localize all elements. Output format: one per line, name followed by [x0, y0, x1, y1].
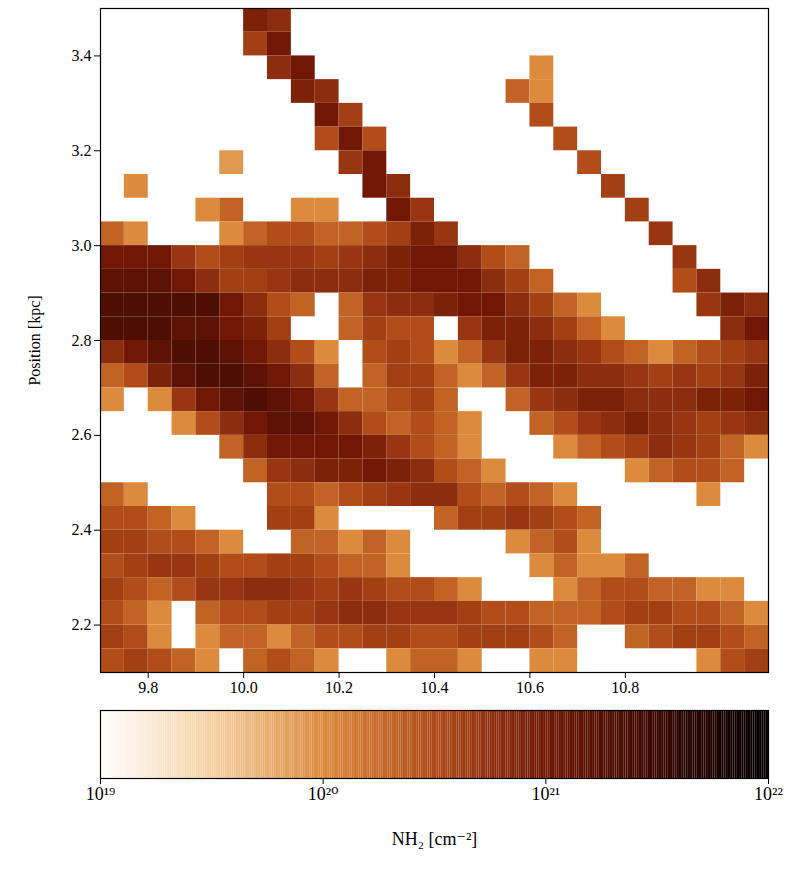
svg-text:3.0: 3.0 — [72, 237, 92, 254]
svg-text:10.0: 10.0 — [230, 679, 258, 696]
svg-text:10²⁰: 10²⁰ — [308, 784, 339, 804]
svg-text:NH₂ [cm⁻²]: NH₂ [cm⁻²] — [392, 829, 478, 849]
svg-text:3.4: 3.4 — [72, 47, 92, 64]
svg-text:10¹⁹: 10¹⁹ — [86, 784, 116, 804]
svg-text:10.8: 10.8 — [611, 679, 639, 696]
svg-text:10.4: 10.4 — [421, 679, 449, 696]
svg-text:10²²: 10²² — [754, 784, 783, 804]
svg-text:Position [kpc]: Position [kpc] — [26, 295, 44, 385]
svg-text:10.6: 10.6 — [516, 679, 544, 696]
svg-text:9.8: 9.8 — [138, 679, 158, 696]
svg-text:10.2: 10.2 — [325, 679, 353, 696]
svg-text:10²¹: 10²¹ — [531, 784, 560, 804]
svg-text:2.2: 2.2 — [72, 616, 92, 633]
svg-text:3.2: 3.2 — [72, 142, 92, 159]
svg-text:2.6: 2.6 — [72, 426, 92, 443]
svg-text:2.4: 2.4 — [72, 521, 92, 538]
svg-text:2.8: 2.8 — [72, 332, 92, 349]
